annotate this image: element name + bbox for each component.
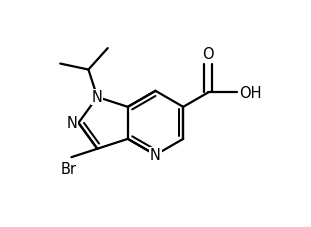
- Text: Br: Br: [61, 161, 77, 176]
- Text: OH: OH: [239, 86, 262, 101]
- Text: N: N: [66, 116, 77, 131]
- Text: O: O: [202, 47, 214, 62]
- Text: N: N: [92, 90, 103, 105]
- Text: N: N: [150, 148, 161, 163]
